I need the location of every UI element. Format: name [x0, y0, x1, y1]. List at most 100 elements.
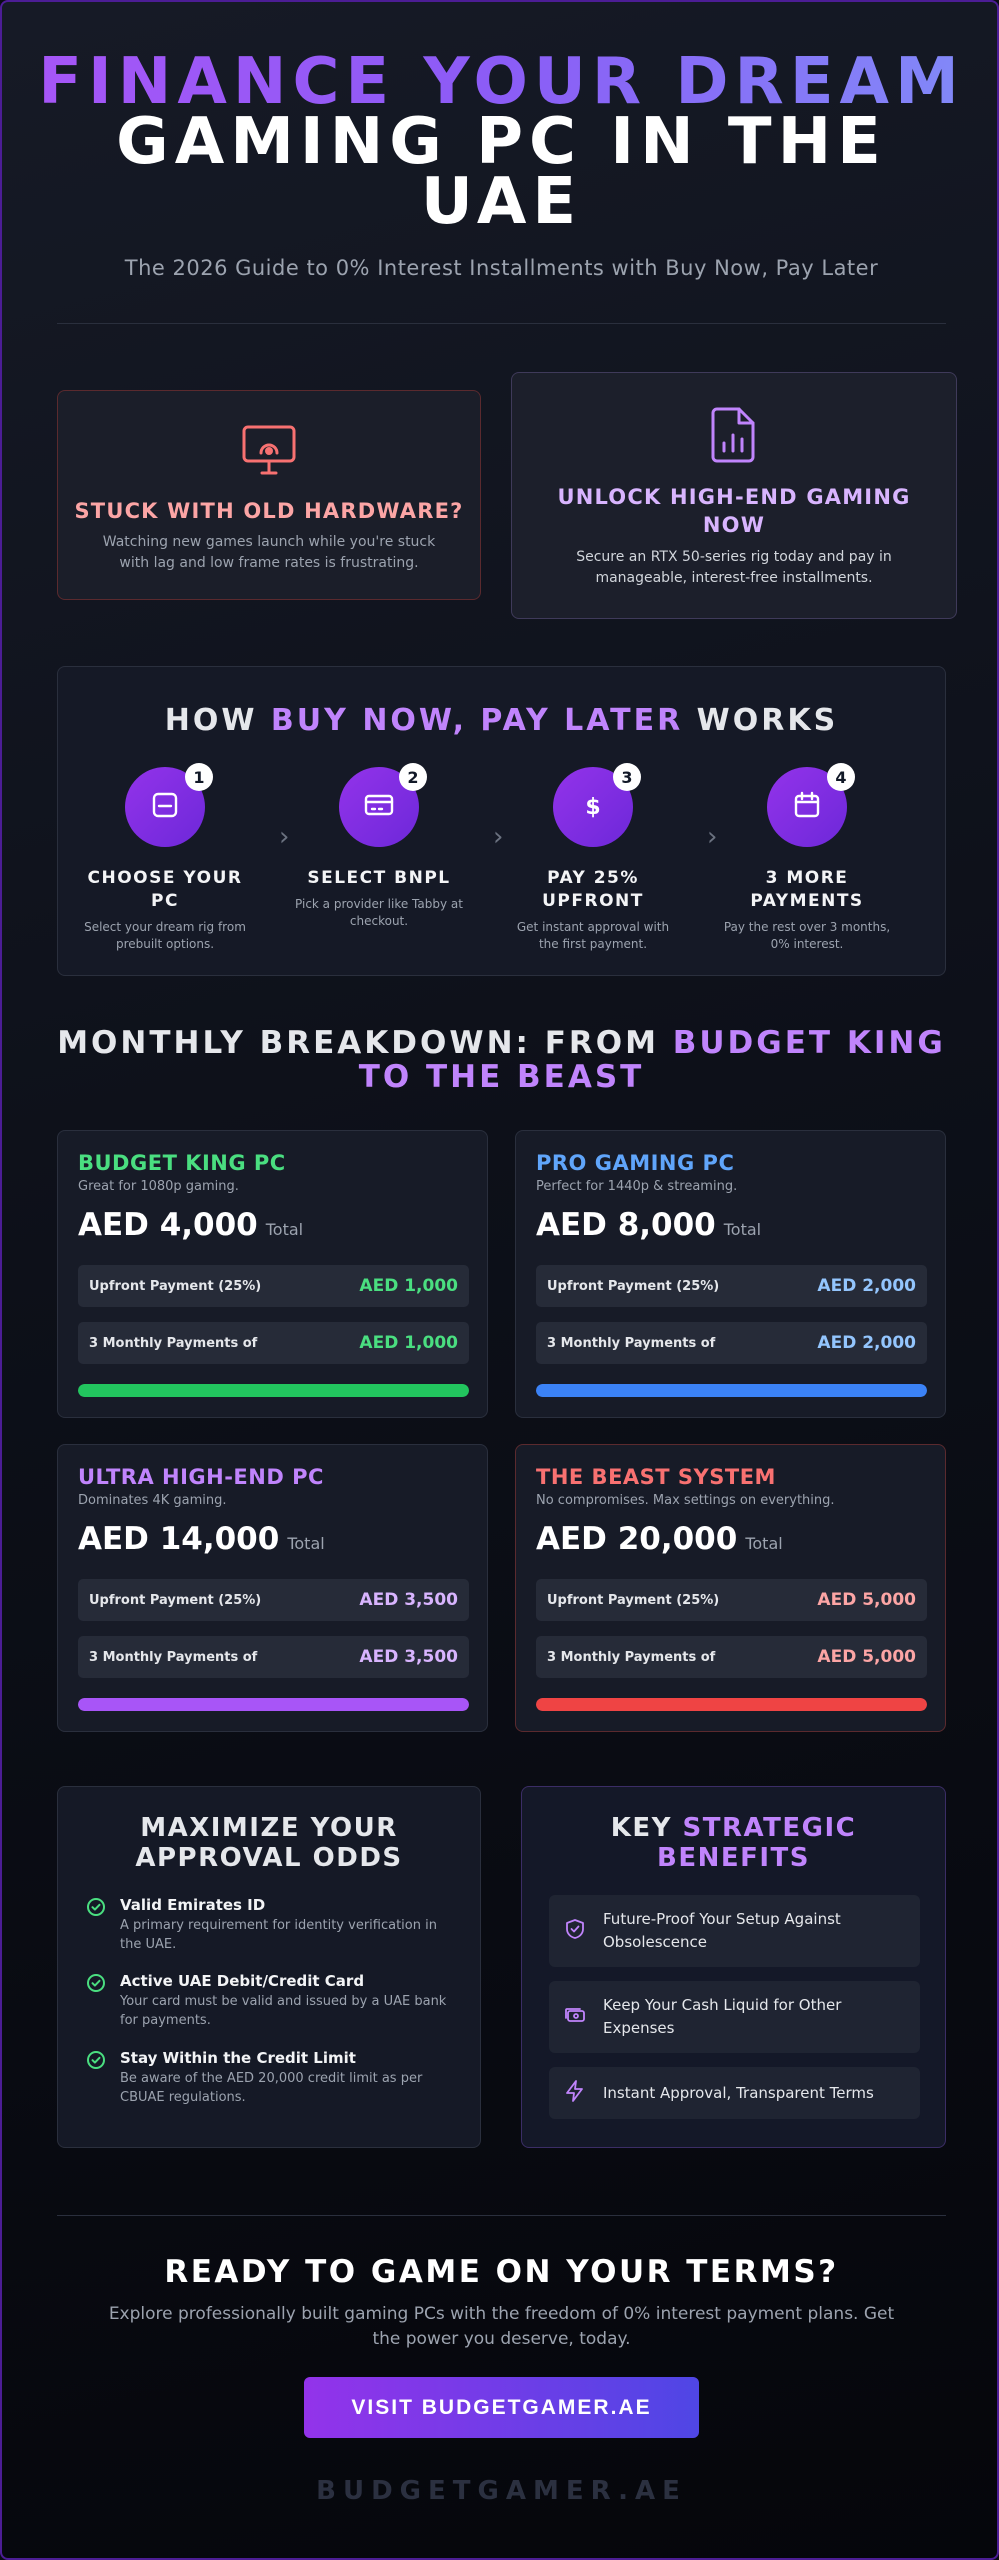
step-4: 4 3 MORE PAYMENTS Pay the rest over 3 mo… — [700, 763, 914, 953]
upfront-value: AED 3,500 — [359, 1590, 458, 1610]
plan-description: No compromises. Max settings on everythi… — [536, 1493, 835, 1508]
requirement-title: Valid Emirates ID — [120, 1896, 266, 1914]
plan-upfront-row: Upfront Payment (25%) AED 5,000 — [536, 1579, 927, 1621]
chevron-right-icon: › — [279, 822, 290, 852]
plan-total-value: AED 14,000 — [78, 1521, 280, 1557]
plan-upfront-row: Upfront Payment (25%) AED 2,000 — [536, 1265, 927, 1307]
plan-upfront-row: Upfront Payment (25%) AED 3,500 — [78, 1579, 469, 1621]
benefits-title-prefix: KEY — [610, 1813, 683, 1843]
step-2-title: SELECT BNPL — [307, 868, 451, 888]
requirement-item: Valid Emirates ID A primary requirement … — [86, 1895, 456, 1954]
step-1-text: Select your dream rig from prebuilt opti… — [84, 920, 246, 951]
plan-total-value: AED 4,000 — [78, 1207, 258, 1243]
how-title-accent: BUY NOW, PAY LATER — [270, 703, 684, 738]
requirement-item: Stay Within the Credit Limit Be aware of… — [86, 2048, 456, 2107]
plan-monthly-row: 3 Monthly Payments of AED 2,000 — [536, 1322, 927, 1364]
step-1-circle: 1 — [125, 763, 213, 847]
solution-title: UNLOCK HIGH-END GAMING NOW — [557, 485, 911, 537]
plan-total-label: Total — [287, 1534, 325, 1553]
plan-total: AED 8,000 Total — [536, 1207, 761, 1243]
check-circle-icon — [86, 1973, 106, 1997]
step-2: 2 SELECT BNPL Pick a provider like Tabby… — [272, 763, 486, 930]
breakdown-title: MONTHLY BREAKDOWN: FROM BUDGET KING TO T… — [2, 1025, 997, 1094]
how-title: HOW BUY NOW, PAY LATER WORKS — [58, 703, 945, 738]
upfront-label: Upfront Payment (25%) — [89, 1592, 262, 1608]
benefits-title-accent: STRATEGIC BENEFITS — [657, 1813, 857, 1873]
plan-total-value: AED 8,000 — [536, 1207, 716, 1243]
solution-text: Secure an RTX 50-series rig today and pa… — [576, 549, 892, 586]
plan-total: AED 14,000 Total — [78, 1521, 325, 1557]
visit-site-button[interactable]: VISIT BUDGETGAMER.AE — [304, 2377, 699, 2438]
monthly-label: 3 Monthly Payments of — [547, 1335, 716, 1351]
requirement-item: Active UAE Debit/Credit Card Your card m… — [86, 1971, 456, 2030]
upfront-label: Upfront Payment (25%) — [89, 1278, 262, 1294]
requirement-title: Active UAE Debit/Credit Card — [120, 1972, 365, 1990]
plan-monthly-row: 3 Monthly Payments of AED 5,000 — [536, 1636, 927, 1678]
upfront-value: AED 5,000 — [817, 1590, 916, 1610]
step-1-number: 1 — [185, 763, 213, 791]
breakdown-title-accent-1: BUDGET KING — [672, 1025, 946, 1061]
benefits-title: KEY STRATEGIC BENEFITS — [522, 1813, 945, 1873]
hero-title-line-1: FINANCE YOUR DREAM — [2, 50, 997, 114]
plan-progress-fill — [78, 1698, 469, 1711]
plan-card-the-beast: THE BEAST SYSTEM No compromises. Max set… — [515, 1444, 946, 1732]
step-3-circle: $ 3 — [553, 763, 641, 847]
approval-odds-card: MAXIMIZE YOUR APPROVAL ODDS Valid Emirat… — [57, 1786, 481, 2148]
how-title-suffix: WORKS — [683, 703, 839, 738]
step-3-title: PAY 25% UPFRONT — [542, 868, 644, 911]
cta-text: Explore professionally built gaming PCs … — [108, 2304, 895, 2349]
check-circle-icon — [86, 2050, 106, 2074]
plan-progress-bar — [78, 1384, 469, 1397]
approval-title: MAXIMIZE YOUR APPROVAL ODDS — [135, 1813, 403, 1873]
requirement-text: Be aware of the AED 20,000 credit limit … — [120, 2071, 423, 2105]
plan-total: AED 4,000 Total — [78, 1207, 303, 1243]
plan-progress-fill — [78, 1384, 469, 1397]
cta-title: READY TO GAME ON YOUR TERMS? — [164, 2254, 839, 2290]
hero-divider — [57, 323, 946, 324]
calendar-icon — [792, 790, 822, 824]
plan-description: Dominates 4K gaming. — [78, 1493, 227, 1508]
benefit-text: Future-Proof Your Setup Against Obsolesc… — [603, 1910, 841, 1951]
monthly-value: AED 3,500 — [359, 1647, 458, 1667]
shield-check-icon — [563, 1917, 589, 1945]
step-3-number: 3 — [613, 763, 641, 791]
lightning-icon — [563, 2079, 589, 2107]
problem-text: Watching new games launch while you're s… — [102, 534, 436, 571]
plan-progress-fill — [536, 1384, 927, 1397]
step-4-circle: 4 — [767, 763, 855, 847]
step-1-title: CHOOSE YOUR PC — [87, 868, 243, 911]
card-icon — [150, 790, 180, 824]
cash-icon — [563, 2003, 589, 2031]
breakdown-title-prefix: MONTHLY BREAKDOWN: FROM — [57, 1025, 673, 1061]
strategic-benefits-card: KEY STRATEGIC BENEFITS Future-Proof Your… — [521, 1786, 946, 2148]
plan-card-ultra-high-end: ULTRA HIGH-END PC Dominates 4K gaming. A… — [57, 1444, 488, 1732]
monthly-value: AED 5,000 — [817, 1647, 916, 1667]
cta-divider — [57, 2215, 946, 2216]
brand-wordmark: BUDGETGAMER.AE — [316, 2476, 687, 2506]
requirement-text: Your card must be valid and issued by a … — [120, 1994, 447, 2028]
step-2-number: 2 — [399, 763, 427, 791]
step-2-text: Pick a provider like Tabby at checkout. — [295, 897, 463, 928]
plan-name: BUDGET KING PC — [78, 1151, 286, 1175]
upfront-label: Upfront Payment (25%) — [547, 1592, 720, 1608]
benefit-item: Instant Approval, Transparent Terms — [549, 2067, 920, 2119]
plan-monthly-row: 3 Monthly Payments of AED 1,000 — [78, 1322, 469, 1364]
step-3-text: Get instant approval with the first paym… — [516, 920, 670, 951]
hero-title-line-2: GAMING PC IN THE — [116, 105, 887, 179]
plan-card-budget-king: BUDGET KING PC Great for 1080p gaming. A… — [57, 1130, 488, 1418]
plan-description: Perfect for 1440p & streaming. — [536, 1179, 738, 1194]
problem-title: STUCK WITH OLD HARDWARE? — [74, 499, 464, 523]
upfront-value: AED 2,000 — [817, 1276, 916, 1296]
plan-name: ULTRA HIGH-END PC — [78, 1465, 324, 1489]
step-3: $ 3 PAY 25% UPFRONT Get instant approval… — [486, 763, 700, 953]
benefit-text: Instant Approval, Transparent Terms — [603, 2083, 874, 2102]
file-chart-icon — [709, 405, 759, 469]
hero-title-line-3: UAE — [420, 165, 583, 239]
chevron-right-icon: › — [707, 822, 718, 852]
plan-total-label: Total — [265, 1220, 304, 1239]
monthly-value: AED 2,000 — [817, 1333, 916, 1353]
plan-card-pro-gaming: PRO GAMING PC Perfect for 1440p & stream… — [515, 1130, 946, 1418]
step-1: 1 CHOOSE YOUR PC Select your dream rig f… — [58, 763, 272, 953]
plan-upfront-row: Upfront Payment (25%) AED 1,000 — [78, 1265, 469, 1307]
plan-description: Great for 1080p gaming. — [78, 1179, 239, 1194]
